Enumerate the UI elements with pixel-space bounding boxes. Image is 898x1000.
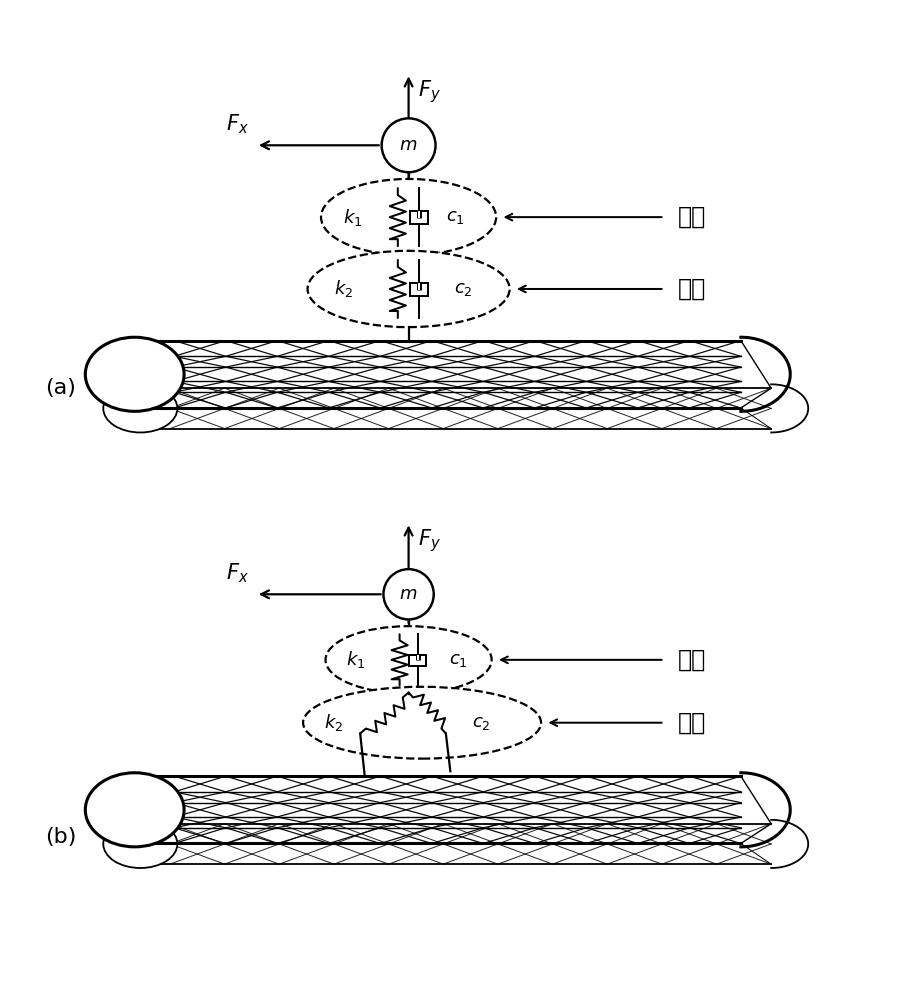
Polygon shape: [135, 341, 741, 408]
Bar: [409, 655, 426, 666]
Text: 颠链: 颠链: [678, 277, 706, 301]
Text: $k_1$: $k_1$: [343, 207, 362, 228]
Text: $m$: $m$: [400, 136, 418, 154]
Text: $k_2$: $k_2$: [334, 278, 354, 299]
Text: $F_y$: $F_y$: [418, 78, 440, 105]
Circle shape: [383, 569, 434, 619]
Text: $m$: $m$: [400, 585, 418, 603]
Ellipse shape: [85, 773, 184, 847]
Text: $c_2$: $c_2$: [472, 714, 491, 732]
Bar: [410, 211, 428, 224]
Text: $k_1$: $k_1$: [346, 649, 365, 670]
Text: $F_x$: $F_x$: [226, 113, 249, 136]
Text: $F_x$: $F_x$: [226, 562, 249, 585]
Text: 茎部: 茎部: [678, 648, 706, 672]
Bar: [410, 283, 428, 296]
Ellipse shape: [303, 687, 541, 759]
Ellipse shape: [321, 179, 496, 255]
Ellipse shape: [326, 626, 492, 694]
Text: (a): (a): [45, 378, 75, 398]
Text: $F_y$: $F_y$: [418, 527, 440, 554]
Polygon shape: [140, 824, 771, 864]
Ellipse shape: [85, 337, 184, 411]
Text: (b): (b): [45, 827, 76, 847]
Ellipse shape: [103, 384, 178, 432]
Text: $c_1$: $c_1$: [446, 208, 465, 226]
Text: $c_1$: $c_1$: [449, 651, 468, 669]
Ellipse shape: [307, 251, 510, 327]
Text: 颠链: 颠链: [678, 711, 706, 735]
Text: $c_2$: $c_2$: [453, 280, 472, 298]
Text: 茎部: 茎部: [678, 205, 706, 229]
Polygon shape: [135, 776, 741, 843]
Circle shape: [382, 118, 436, 172]
Text: $k_2$: $k_2$: [324, 712, 344, 733]
Polygon shape: [140, 388, 771, 429]
Ellipse shape: [103, 820, 178, 868]
